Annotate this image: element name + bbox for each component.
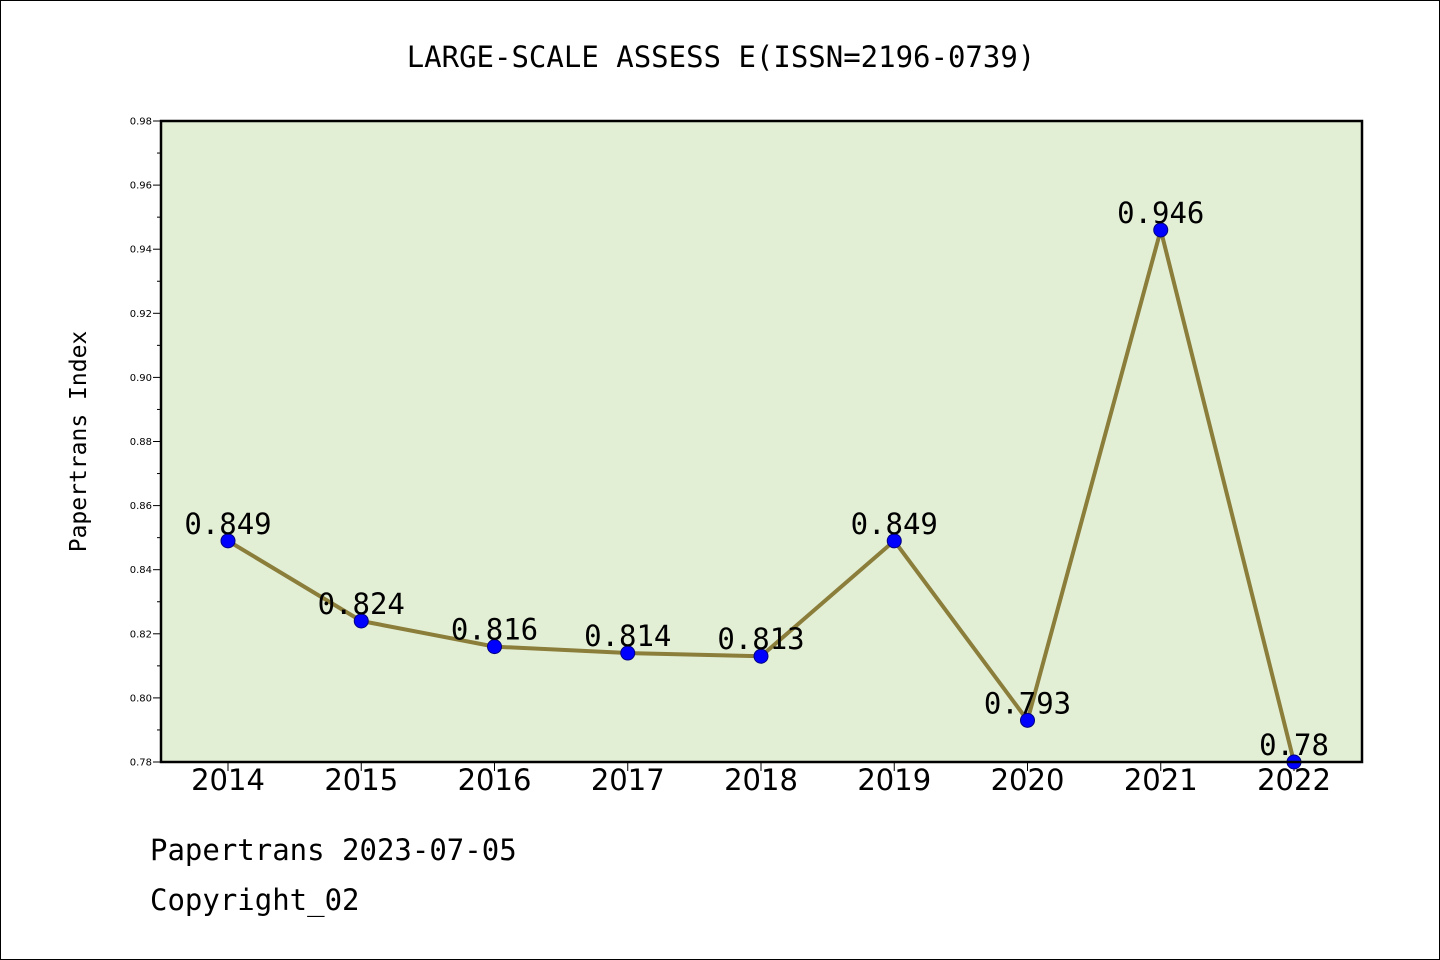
x-tick-label: 2016 (458, 763, 532, 797)
x-tick-label: 2018 (724, 763, 798, 797)
x-tick-label: 2015 (324, 763, 398, 797)
y-tick-label: 0.96 (130, 181, 152, 192)
y-tick-label: 0.94 (130, 245, 152, 256)
data-label: 0.849 (184, 507, 271, 541)
data-label: 0.813 (717, 622, 804, 656)
data-point (220, 533, 236, 549)
data-label: 0.824 (318, 587, 405, 621)
x-tick-label: 2019 (857, 763, 931, 797)
data-point (487, 639, 502, 655)
x-tick-label: 2020 (991, 763, 1065, 797)
y-tick-label: 0.88 (130, 437, 152, 448)
y-tick-label: 0.92 (130, 309, 152, 320)
y-tick-label: 0.80 (130, 693, 152, 704)
plot-frame (159, 119, 1364, 764)
y-tick-label: 0.98 (130, 117, 152, 128)
data-label: 0.814 (584, 619, 671, 653)
data-series: 0.849 0.824 0.816 0.814 0.813 0.849 0.793 0.946… (184, 196, 1329, 770)
y-tick-label: 0.90 (130, 373, 152, 384)
y-axis-label: Papertrans Index (66, 331, 92, 553)
x-axis: 2014 2015 2016 2017 2018 2019 2020 2021 2022 (191, 762, 1331, 797)
data-point (886, 533, 902, 549)
data-point (353, 613, 369, 629)
chart-title: LARGE-SCALE ASSESS E(ISSN=2196-0739) (407, 40, 1036, 74)
footer-copyright: Copyright_02 (150, 883, 360, 917)
x-tick-label: 2014 (191, 763, 265, 797)
data-point (1153, 222, 1169, 238)
data-label: 0.946 (1117, 196, 1204, 230)
data-label: 0.816 (451, 613, 538, 647)
data-point (753, 648, 769, 664)
data-label: 0.78 (1259, 728, 1329, 762)
y-tick-label: 0.82 (130, 629, 152, 640)
y-tick-label: 0.84 (130, 565, 152, 576)
footer-date: Papertrans 2023-07-05 (150, 833, 517, 867)
y-tick-label: 0.78 (130, 758, 152, 769)
data-point (620, 645, 636, 661)
data-label: 0.793 (984, 686, 1071, 720)
x-tick-label: 2017 (591, 763, 665, 797)
y-axis: 0.78 0.80 0.82 0.84 0.86 0.88 0.90 0.92 0.94 0.96… (130, 117, 161, 769)
data-point (1020, 712, 1035, 728)
data-label: 0.849 (851, 507, 938, 541)
x-tick-label: 2021 (1124, 763, 1198, 797)
y-tick-label: 0.86 (130, 501, 152, 512)
